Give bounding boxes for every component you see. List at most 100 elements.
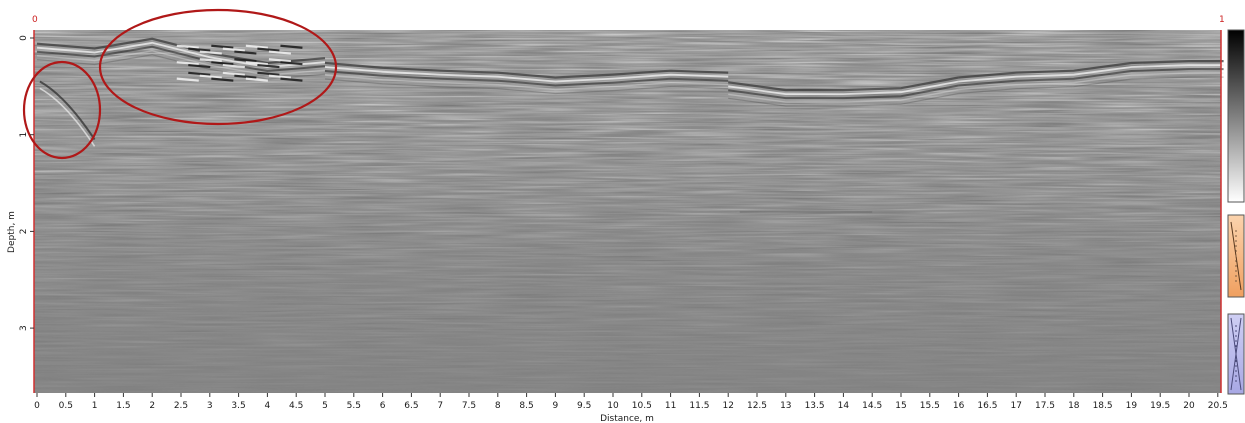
reflection-streak (268, 58, 292, 63)
marker-left-label: 0 (32, 15, 38, 25)
x-tick-label: 0.5 (59, 401, 73, 411)
reflector-band (728, 92, 959, 107)
x-tick-label: 3.5 (231, 401, 245, 411)
x-tick-label: 3 (207, 401, 213, 411)
reflection-streak (222, 47, 245, 52)
x-tick-label: 20 (1183, 401, 1195, 411)
x-tick-label: 8.5 (519, 401, 533, 411)
reflection-streak (268, 50, 292, 55)
x-tick-label: 1.5 (116, 401, 130, 411)
reflection-streak (234, 50, 257, 55)
y-axis-title: Depth, m (7, 211, 17, 253)
reflector-layer (36, 37, 1224, 213)
x-axis-title: Distance, m (600, 414, 654, 423)
reflection-streak (199, 58, 222, 63)
x-tick-label: 2.5 (174, 401, 188, 411)
marker-right-label: 1 (1219, 15, 1225, 25)
annotation-ellipse-reflections (98, 8, 338, 126)
x-tick-label: 6 (380, 401, 386, 411)
grayscale-palette-swatch[interactable] (1227, 29, 1245, 203)
reflector-band (728, 80, 959, 95)
x-tick-label: 10 (607, 401, 619, 411)
reflection-streak (245, 77, 268, 82)
reflection-streak (280, 44, 303, 49)
reflector-band (958, 68, 1224, 87)
reflection-streak (257, 63, 280, 69)
reflection-streak (257, 71, 280, 76)
x-tick-label: 16.5 (977, 401, 997, 411)
x-tick-label: 4 (265, 401, 271, 411)
x-tick-label: 1 (92, 401, 98, 411)
x-tick-label: 4.5 (289, 401, 303, 411)
x-tick-label: 10.5 (632, 401, 652, 411)
x-tick-label: 18 (1068, 401, 1080, 411)
reflector-band (324, 78, 729, 95)
reflection-streak (188, 63, 211, 69)
reflection-streak (222, 71, 245, 76)
x-tick-label: 19 (1126, 401, 1138, 411)
reflection-streak (211, 44, 234, 49)
x-axis: 0 0.5 1 1.5 2 2.5 3 3.5 4 4.5 5 5.5 6 6.5 7 7.5 8 8.5 9 9.5… (34, 393, 1228, 411)
hyperbola-reflection (39, 87, 96, 147)
palette-panel[interactable] (1227, 29, 1245, 395)
reflection-streak (176, 77, 199, 82)
radargram-plot[interactable] (33, 30, 1224, 393)
x-tick-label: 13 (780, 401, 791, 411)
reflection-streak (211, 77, 234, 82)
reflector-band (728, 84, 959, 100)
reflection-streak (245, 61, 268, 66)
x-tick-label: 5 (322, 401, 328, 411)
x-tick-label: 17 (1010, 401, 1021, 411)
x-tick-label: 13.5 (805, 401, 825, 411)
reflection-streak (234, 58, 257, 63)
reflector-band (958, 72, 1224, 91)
reflection-streak (188, 71, 211, 76)
annotation-ellipse-hyperbola (22, 60, 102, 160)
x-tick-label: 12 (722, 401, 733, 411)
reflection-streak (222, 63, 245, 69)
reflector-band (324, 66, 729, 83)
y-axis: 0 1 2 3 (19, 35, 34, 331)
reflection-streak (211, 61, 234, 66)
reflector-band (728, 88, 959, 103)
lavender-palette-swatch[interactable] (1227, 313, 1245, 395)
y-tick-label: 3 (19, 325, 29, 331)
reflection-streak (280, 61, 303, 66)
reflector-band (36, 45, 326, 73)
reflector-band (958, 76, 1224, 95)
reflector-band (324, 61, 729, 79)
x-tick-label: 11.5 (689, 401, 709, 411)
x-tick-label: 16 (953, 401, 965, 411)
x-tick-label: 19.5 (1150, 401, 1170, 411)
x-tick-label: 15.5 (920, 401, 940, 411)
x-tick-label: 7.5 (462, 401, 476, 411)
cross-lines-icon (1230, 317, 1242, 391)
x-tick-label: 7 (437, 401, 443, 411)
reflector-band (958, 64, 1224, 83)
hyperbola-reflection (39, 80, 96, 141)
reflection-streak (176, 44, 199, 49)
orange-palette-swatch[interactable] (1227, 214, 1245, 298)
reflector-band (958, 59, 1224, 79)
annotation-layer (22, 8, 338, 160)
y-tick-label: 2 (19, 229, 29, 235)
reflection-streak (245, 44, 268, 49)
y-tick-label: 0 (19, 35, 29, 41)
reflection-streak (280, 77, 303, 82)
x-tick-label: 20.5 (1208, 401, 1228, 411)
x-tick-label: 12.5 (747, 401, 767, 411)
x-tick-label: 9 (553, 401, 559, 411)
reflection-streak (199, 50, 222, 55)
x-tick-label: 18.5 (1093, 401, 1113, 411)
x-tick-label: 11 (665, 401, 676, 411)
x-tick-label: 14.5 (862, 401, 882, 411)
reflection-streak (268, 74, 292, 79)
reflector-band (324, 70, 729, 87)
x-tick-label: 15 (895, 401, 906, 411)
x-tick-label: 14 (838, 401, 850, 411)
x-tick-label: 2 (149, 401, 155, 411)
reflector-band (324, 74, 729, 91)
reflection-streak (234, 74, 257, 79)
reflection-streak (176, 61, 199, 66)
